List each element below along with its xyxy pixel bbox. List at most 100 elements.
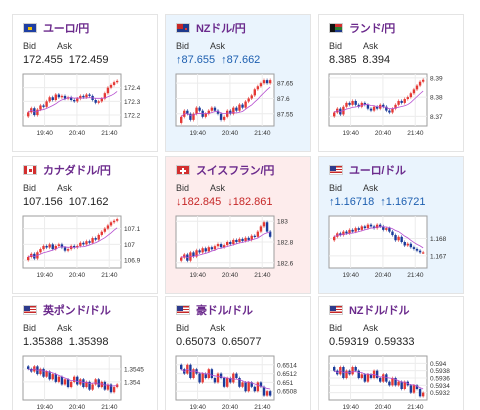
candle [232, 239, 235, 245]
rate-candlestick-chart: 8.39 8.38 8.37 19:40 20:40 21:40 [328, 73, 443, 137]
candle [45, 245, 48, 248]
candle [216, 244, 220, 247]
x-tick-label: 20:40 [375, 272, 392, 279]
candle [333, 112, 336, 117]
rate-card[interactable]: NZドル/ドル Bid Ask 0.59319 0.59333 0.594 0.5938 0.… [318, 296, 464, 410]
rate-card[interactable]: 英ポンド/ドル Bid Ask 1.35388 1.35398 1.3545 1.354 19… [12, 296, 158, 410]
candle [201, 248, 204, 253]
candle [360, 102, 363, 107]
candle [385, 228, 388, 230]
y-tick-label: 106.9 [124, 258, 141, 265]
candle [366, 104, 370, 109]
candle [412, 247, 416, 249]
currency-flag-icon [176, 23, 190, 33]
currency-flag-icon [329, 305, 343, 315]
candle [198, 250, 201, 253]
candle [415, 85, 419, 90]
ask-value: ↓182.861 [227, 196, 273, 208]
currency-pair-link[interactable]: ランド/円 [349, 23, 396, 35]
candle [66, 249, 70, 251]
currency-pair-link[interactable]: スイスフラン/円 [196, 165, 275, 177]
y-tick-label: 0.6508 [277, 389, 297, 396]
candle [412, 385, 416, 393]
y-tick-label: 183 [277, 219, 288, 226]
rate-card[interactable]: NZドル/円 Bid Ask ↑87.655 ↑87.662 87.65 87.6 87.55… [165, 14, 311, 152]
ask-label: Ask [363, 41, 379, 51]
candle [394, 378, 397, 386]
candle [400, 100, 403, 103]
candle [207, 110, 210, 114]
x-tick-label: 21:40 [407, 404, 424, 410]
y-tick-label: 172.2 [124, 113, 141, 120]
currency-pair-link[interactable]: 豪ドル/ドル [196, 305, 253, 317]
bid-value: ↑1.16718 [329, 196, 375, 208]
candle [115, 80, 119, 83]
ask-label: Ask [363, 183, 379, 193]
rate-card[interactable]: カナダドル/円 Bid Ask 107.156 107.162 107.1 107 106.9… [12, 156, 158, 294]
candle [60, 95, 64, 98]
candle [109, 384, 113, 393]
candle [415, 385, 419, 389]
x-tick-label: 19:40 [37, 272, 54, 279]
ask-label: Ask [210, 41, 226, 51]
candle [259, 83, 263, 87]
candle [186, 110, 189, 114]
candle [79, 95, 82, 99]
moving-average-line [180, 86, 271, 118]
candle [207, 247, 210, 252]
x-tick-label: 20:40 [222, 272, 239, 279]
candle [51, 244, 54, 250]
rate-card[interactable]: 豪ドル/ドル Bid Ask 0.65073 0.65077 0.6514 0.6512 0.… [165, 296, 311, 410]
candle [48, 371, 51, 380]
currency-pair-link[interactable]: ユーロ/ドル [349, 165, 406, 177]
candle [48, 244, 51, 248]
candle [192, 369, 195, 378]
bid-value: 8.385 [329, 54, 357, 66]
ask-value: ↑1.16721 [380, 196, 426, 208]
candle [210, 107, 214, 111]
candle [268, 80, 272, 84]
rate-card-header: カナダドル/円 [23, 163, 111, 177]
candle [400, 381, 403, 389]
candle [345, 102, 348, 107]
candle [262, 386, 266, 396]
y-tick-label: 8.39 [430, 75, 443, 82]
candle [369, 108, 373, 111]
candle [382, 226, 385, 230]
candle [112, 82, 116, 85]
y-tick-label: 172.3 [124, 99, 141, 106]
candle [345, 370, 348, 378]
currency-flag-icon [329, 165, 343, 175]
rate-card[interactable]: ランド/円 Bid Ask 8.385 8.394 8.39 8.38 8.37 19:40 20… [318, 14, 464, 152]
candle [69, 381, 73, 388]
candle [409, 243, 413, 248]
currency-pair-link[interactable]: ユーロ/円 [43, 23, 90, 35]
bid-label: Bid [176, 323, 190, 333]
candle [241, 382, 244, 387]
rate-card[interactable]: ユーロ/ドル Bid Ask ↑1.16718 ↑1.16721 1.168 1.167 19… [318, 156, 464, 294]
currency-pair-link[interactable]: カナダドル/円 [43, 165, 111, 177]
currency-pair-link[interactable]: NZドル/円 [196, 23, 246, 35]
ask-label: Ask [57, 323, 73, 333]
candle [91, 384, 94, 390]
rate-card[interactable]: ユーロ/円 Bid Ask 172.455 172.459 172.4 172.3 172.2… [12, 14, 158, 152]
candle [219, 244, 223, 248]
candle [403, 99, 406, 103]
candle [256, 231, 260, 237]
candle [180, 257, 183, 261]
rate-card-header: ランド/円 [329, 21, 395, 35]
rate-candlestick-chart: 0.6514 0.6512 0.651 0.6508 19:40 20:40 21:40 [175, 355, 297, 410]
currency-pair-link[interactable]: 英ポンド/ドル [43, 305, 111, 317]
candle [76, 376, 79, 385]
x-tick-label: 19:40 [37, 404, 54, 410]
y-tick-label: 1.354 [124, 379, 141, 386]
x-tick-label: 19:40 [343, 404, 360, 410]
candle [103, 228, 107, 232]
candle [400, 236, 403, 242]
rate-card[interactable]: スイスフラン/円 Bid Ask ↓182.845 ↓182.861 183 182.8 18… [165, 156, 311, 294]
y-tick-label: 0.6512 [277, 371, 297, 378]
candle [360, 374, 363, 378]
candle [348, 102, 351, 105]
y-tick-label: 182.8 [277, 240, 294, 247]
currency-pair-link[interactable]: NZドル/ドル [349, 305, 410, 317]
